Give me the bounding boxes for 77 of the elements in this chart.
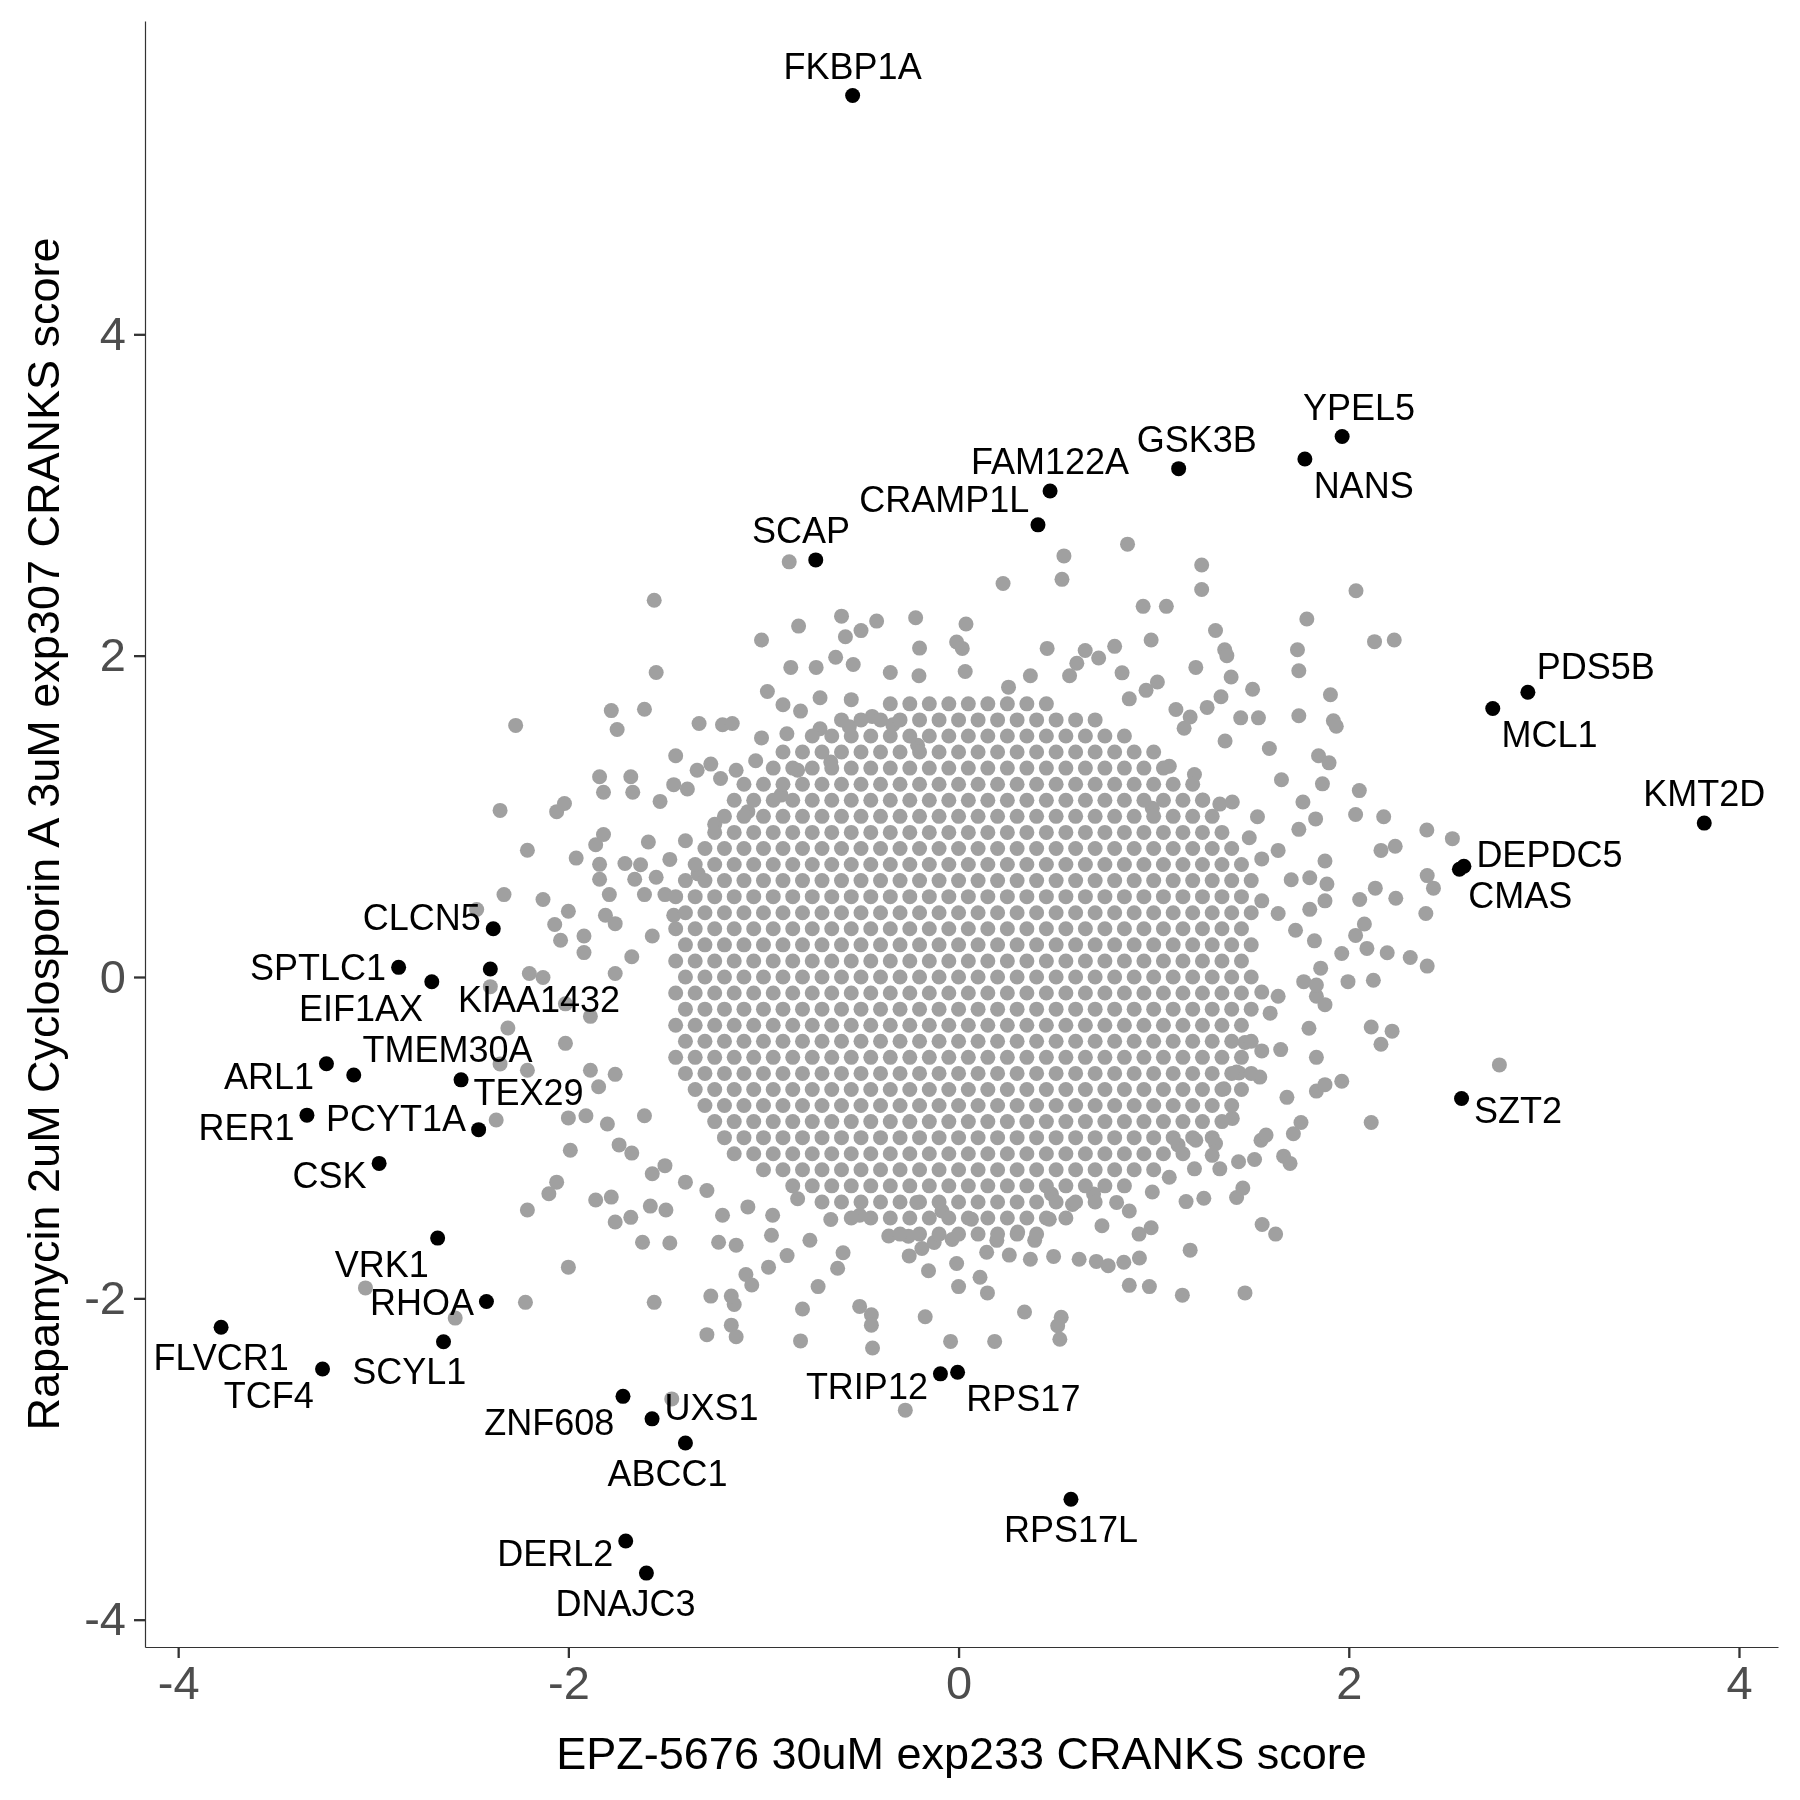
point	[482, 961, 498, 977]
x-tick-label: 2	[1336, 1656, 1363, 1710]
point	[1485, 701, 1501, 717]
annotation: KMT2D	[1643, 773, 1766, 815]
annotation: CLCN5	[362, 896, 481, 938]
annotation: FKBP1A	[783, 45, 922, 87]
point	[299, 1107, 315, 1123]
point	[371, 1155, 387, 1171]
annotation: TEX29	[473, 1071, 584, 1113]
annotation: NANS	[1313, 464, 1414, 506]
y-tick-label: -4	[84, 1592, 126, 1646]
y-tick-label: 2	[99, 628, 126, 682]
annotation: TMEM30A	[362, 1029, 533, 1071]
annotation: RER1	[198, 1107, 295, 1149]
annotation: EIF1AX	[298, 987, 424, 1029]
annotation: TRIP12	[805, 1365, 928, 1407]
annotation: DEPDC5	[1476, 834, 1623, 876]
annotation: CSK	[292, 1155, 367, 1197]
annotation: PDS5B	[1536, 646, 1655, 688]
point	[315, 1361, 331, 1377]
point	[950, 1364, 966, 1380]
point	[430, 1230, 446, 1246]
point	[1454, 1090, 1470, 1106]
x-tick-label: 4	[1726, 1656, 1753, 1710]
point	[644, 1411, 660, 1427]
y-tick-label: -2	[84, 1270, 126, 1324]
point	[1334, 429, 1350, 444]
point	[638, 1565, 654, 1581]
point	[1063, 1491, 1079, 1507]
annotation: ARL1	[223, 1055, 314, 1097]
point	[1696, 815, 1712, 831]
point	[485, 921, 501, 937]
y-tick-label: 4	[99, 306, 126, 360]
point	[618, 1533, 634, 1549]
annotation: ZNF608	[484, 1402, 615, 1444]
annotation: RPS17L	[1003, 1508, 1138, 1550]
point	[615, 1388, 631, 1404]
annotation: SZT2	[1474, 1090, 1563, 1132]
annotation: UXS1	[664, 1386, 759, 1428]
point	[1297, 451, 1313, 467]
annotation: GSK3B	[1136, 418, 1257, 460]
point	[1042, 483, 1058, 499]
annotation: YPEL5	[1302, 386, 1415, 428]
y-axis-title: Rapamycin 2uM Cyclosporin A 3uM exp307 CRANKS score	[18, 237, 69, 1431]
point	[808, 552, 824, 568]
x-tick-label: -4	[157, 1656, 200, 1710]
point	[346, 1067, 362, 1083]
annotation: DERL2	[497, 1532, 614, 1574]
point	[318, 1056, 334, 1072]
annotation: ABCC1	[607, 1452, 728, 1494]
point	[677, 1435, 693, 1451]
x-tick-label: -2	[547, 1656, 590, 1710]
y-tick-label: 0	[99, 949, 126, 1003]
x-tick-label: 0	[946, 1656, 973, 1710]
point	[478, 1294, 494, 1310]
annotation: CMAS	[1468, 875, 1573, 916]
point	[1520, 684, 1536, 700]
point	[845, 88, 861, 104]
point	[213, 1319, 229, 1335]
point	[1030, 517, 1046, 533]
annotation: SCAP	[752, 510, 851, 552]
annotation: SPTLC1	[250, 947, 387, 989]
annotation: MCL1	[1501, 714, 1598, 756]
annotation: PCYT1A	[326, 1097, 467, 1139]
point	[424, 974, 440, 990]
annotation: RPS17	[966, 1378, 1081, 1420]
annotation: SCYL1	[352, 1351, 467, 1393]
point	[932, 1366, 948, 1382]
point	[1171, 461, 1187, 477]
point	[391, 959, 407, 975]
point	[471, 1122, 487, 1138]
point	[436, 1334, 452, 1350]
point	[1451, 861, 1467, 877]
annotation: KIAA1432	[457, 978, 621, 1020]
point	[453, 1072, 469, 1088]
x-axis-title: EPZ-5676 30uM exp233 CRANKS score	[556, 1728, 1367, 1779]
annotation: DNAJC3	[555, 1582, 696, 1624]
